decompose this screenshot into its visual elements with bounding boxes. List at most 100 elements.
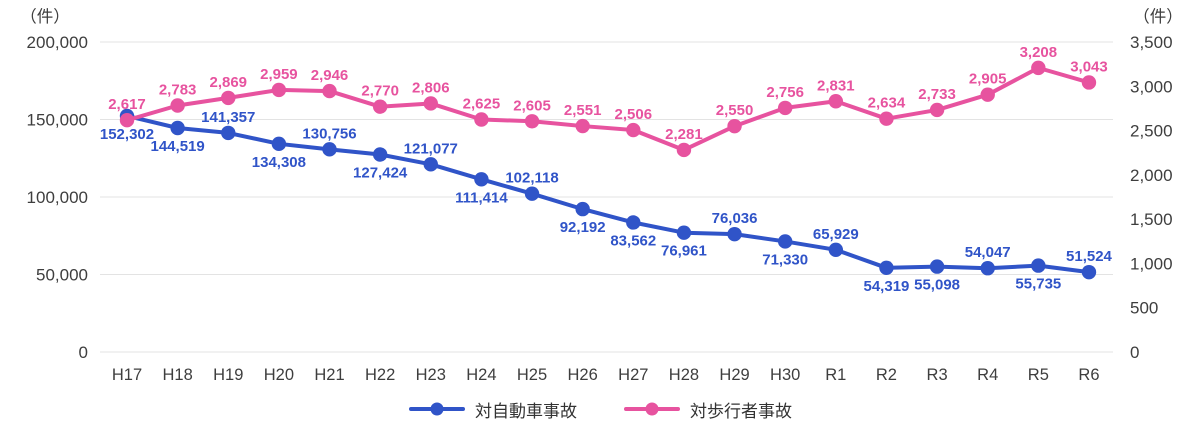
data-point-label: 2,869 (209, 74, 247, 91)
right-axis-unit-label: （件） (1133, 7, 1183, 26)
data-point-label: 121,077 (404, 140, 458, 157)
right-axis-tick-label: 2,000 (1130, 166, 1173, 185)
data-point-marker (980, 87, 995, 102)
data-point-label: 76,036 (712, 210, 758, 227)
data-point-label: 2,946 (311, 67, 349, 84)
data-point-label: 2,605 (513, 97, 551, 114)
left-axis-tick-label: 0 (79, 343, 88, 362)
x-axis-label: H17 (112, 366, 142, 384)
data-point-label: 3,208 (1020, 44, 1058, 61)
x-axis-label: R1 (825, 366, 846, 384)
data-point-label: 127,424 (353, 164, 408, 181)
x-axis-label: H25 (517, 366, 547, 384)
legend-label-car-accidents: 対自動車事故 (475, 401, 577, 421)
left-axis-tick-label: 150,000 (27, 111, 88, 130)
data-point-label: 2,831 (817, 77, 855, 94)
right-axis-tick-label: 3,500 (1130, 33, 1173, 52)
right-axis-tick-label: 2,500 (1130, 122, 1173, 141)
x-axis-label: H21 (314, 366, 344, 384)
data-point-marker (929, 259, 945, 274)
legend-line-dot-icon (409, 402, 465, 416)
right-axis-tick-label: 3,000 (1130, 77, 1173, 96)
data-point-marker (1081, 264, 1097, 280)
legend-line-dot-icon (624, 402, 680, 416)
x-axis-label: H23 (416, 366, 446, 384)
data-point-label: 2,783 (159, 82, 197, 99)
data-point-label: 2,550 (716, 102, 754, 119)
data-point-label: 2,756 (766, 84, 804, 101)
legend-item-car-accidents[interactable]: 対自動車事故 (408, 397, 577, 422)
data-point-label: 2,506 (615, 106, 653, 123)
data-point-marker (980, 261, 995, 276)
data-point-marker (676, 225, 692, 240)
data-point-marker (1081, 75, 1097, 90)
series-line-1 (125, 65, 1091, 152)
legend-label-pedestrian-accidents: 対歩行者事故 (690, 401, 792, 421)
x-axis-label: H29 (719, 366, 749, 384)
left-axis-tick-label: 200,000 (27, 33, 88, 52)
data-point-marker (271, 136, 287, 152)
data-point-marker (423, 157, 438, 172)
data-point-marker (777, 234, 793, 249)
data-point-marker (879, 111, 894, 126)
x-axis-label: H27 (618, 366, 648, 384)
data-point-label: 92,192 (560, 219, 606, 236)
data-point-label: 2,959 (260, 66, 298, 83)
data-point-marker (828, 242, 844, 258)
data-point-label: 2,551 (564, 102, 602, 119)
data-point-marker (119, 113, 135, 128)
data-point-marker (372, 147, 388, 162)
x-axis-label: R4 (977, 366, 998, 384)
data-point-label: 152,302 (100, 126, 154, 143)
data-point-marker (727, 226, 742, 242)
data-point-label: 55,735 (1015, 276, 1061, 293)
data-point-label: 71,330 (762, 251, 808, 268)
data-point-marker (221, 125, 236, 141)
data-point-label: 141,357 (201, 109, 255, 126)
data-point-label: 2,905 (969, 71, 1007, 88)
x-axis-label: R5 (1028, 366, 1049, 384)
data-point-marker (474, 112, 489, 127)
data-point-label: 2,634 (868, 95, 906, 112)
data-point-label: 102,118 (505, 170, 558, 187)
data-point-marker (1031, 60, 1046, 76)
data-point-marker (372, 99, 388, 114)
data-point-marker (221, 90, 236, 106)
data-point-marker (575, 201, 590, 217)
data-point-label: 51,524 (1066, 248, 1113, 265)
x-axis-label: H26 (568, 366, 598, 384)
data-point-marker (170, 98, 185, 113)
data-point-marker (423, 96, 438, 111)
data-point-label: 130,756 (302, 125, 356, 142)
data-point-marker (575, 118, 590, 134)
chart-legend: 対自動車事故 対歩行者事故 (0, 390, 1200, 428)
data-point-marker (322, 142, 337, 157)
data-point-marker (524, 186, 540, 201)
data-point-label: 54,047 (965, 244, 1011, 261)
data-point-label: 2,617 (108, 96, 146, 113)
x-axis-label: H18 (162, 366, 192, 384)
x-axis-label: H22 (365, 366, 395, 384)
data-point-marker (828, 94, 844, 109)
data-point-marker (322, 83, 337, 99)
left-axis-tick-label: 100,000 (27, 188, 88, 207)
data-point-label: 2,281 (665, 126, 703, 143)
data-point-label: 3,043 (1070, 58, 1108, 75)
series-line-0 (125, 113, 1091, 275)
left-axis-unit-label: （件） (20, 7, 70, 26)
right-axis-tick-label: 1,000 (1130, 254, 1173, 273)
x-axis-label: R3 (927, 366, 948, 384)
data-point-label: 111,414 (455, 189, 508, 206)
right-axis-tick-label: 500 (1130, 299, 1158, 318)
plot-area: 200,000 150,000 100,000 50,000 0 3,500 3,000 2,… (20, 7, 1183, 384)
right-axis-tick-label: 0 (1130, 343, 1139, 362)
data-point-label: 2,733 (918, 86, 956, 103)
data-point-label: 144,519 (151, 138, 205, 155)
data-point-marker (727, 118, 742, 134)
data-point-label: 54,319 (864, 278, 910, 295)
legend-item-pedestrian-accidents[interactable]: 対歩行者事故 (623, 397, 792, 422)
data-point-label: 2,806 (412, 79, 450, 96)
data-point-label: 55,098 (914, 277, 960, 294)
x-axis-label: R2 (876, 366, 897, 384)
